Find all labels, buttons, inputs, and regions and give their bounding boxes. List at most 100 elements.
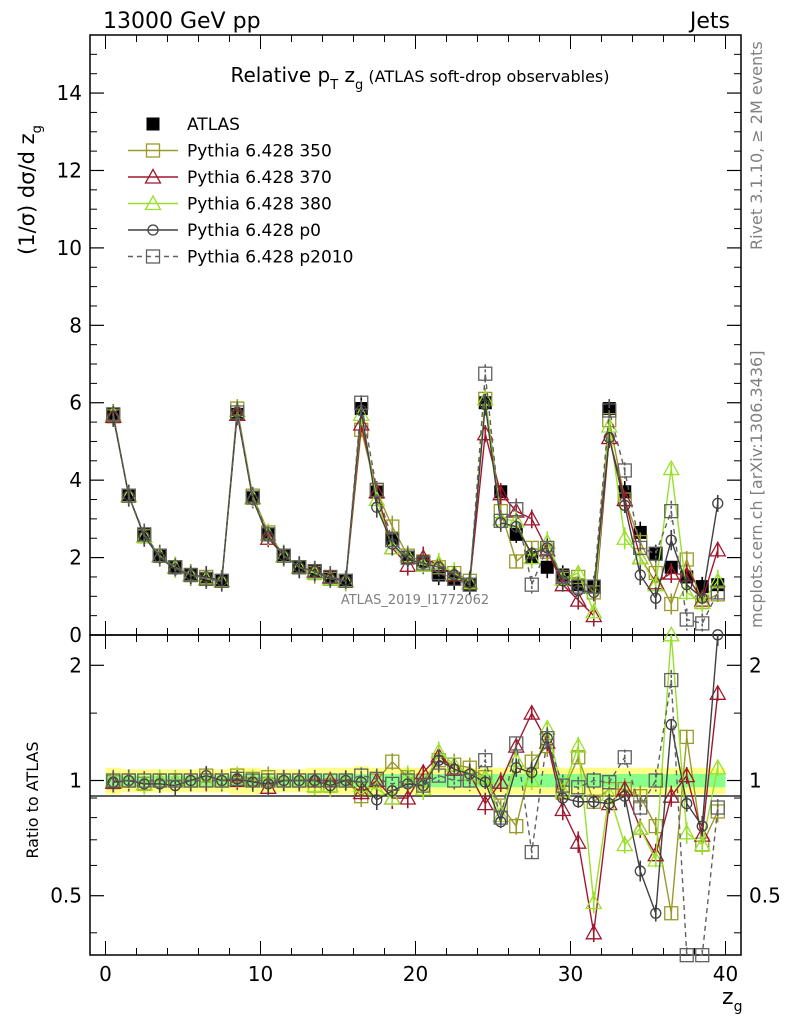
main-axes: 0 2 4 6 8 10 12 14 bbox=[57, 34, 741, 647]
data-point bbox=[588, 796, 600, 808]
legend-marker bbox=[145, 249, 161, 264]
data-point bbox=[214, 573, 229, 588]
data-point bbox=[307, 773, 322, 788]
mcplots-text: mcplots.cern.ch [arXiv:1306.3436] bbox=[747, 351, 766, 628]
data-point bbox=[619, 499, 631, 511]
legend-label: ATLAS bbox=[187, 115, 240, 135]
data-point bbox=[509, 502, 524, 517]
data-point bbox=[385, 533, 400, 548]
data-point bbox=[710, 800, 725, 815]
ratio-y-tick-label: 1 bbox=[69, 769, 82, 793]
ratio-y-tick-label-right: 1 bbox=[749, 769, 762, 793]
data-point bbox=[540, 731, 555, 746]
main-y-tick-label: 0 bbox=[69, 623, 82, 647]
rivet-version-text: Rivet 3.1.10, ≥ 2M events bbox=[747, 41, 766, 250]
data-point bbox=[634, 569, 646, 581]
ratio-x-tick-label: 30 bbox=[558, 962, 583, 986]
data-point bbox=[352, 415, 370, 431]
data-point bbox=[338, 573, 353, 588]
data-point bbox=[106, 773, 121, 788]
data-point bbox=[402, 778, 414, 790]
data-point bbox=[168, 560, 183, 575]
data-point bbox=[323, 773, 338, 788]
data-point bbox=[709, 684, 727, 700]
data-point bbox=[665, 534, 677, 546]
data-point bbox=[602, 403, 617, 418]
data-point bbox=[493, 810, 508, 825]
data-point bbox=[399, 789, 417, 805]
legend-label: Pythia 6.428 p0 bbox=[187, 221, 321, 241]
data-point bbox=[168, 773, 183, 788]
data-point bbox=[478, 753, 493, 768]
legend-entry: Pythia 6.428 p2010 bbox=[128, 248, 353, 268]
main-series-group bbox=[104, 364, 727, 634]
data-point bbox=[462, 577, 477, 592]
data-point bbox=[199, 773, 214, 788]
data-point bbox=[216, 575, 228, 587]
data-point bbox=[523, 704, 541, 720]
data-point bbox=[631, 819, 649, 835]
legend: ATLAS Pythia 6.428 350 Pythia 6.428 370 Pyt… bbox=[128, 115, 353, 268]
ratio-series-group bbox=[104, 625, 727, 963]
data-point bbox=[665, 718, 677, 731]
data-point bbox=[571, 579, 586, 594]
data-point bbox=[400, 773, 415, 788]
data-point bbox=[214, 773, 229, 788]
ratio-x-tick-label: 0 bbox=[99, 962, 112, 986]
data-point bbox=[555, 569, 570, 585]
header-left: 13000 GeV pp bbox=[103, 9, 261, 34]
data-point bbox=[400, 550, 415, 565]
series-line bbox=[112, 404, 719, 600]
data-point bbox=[664, 503, 679, 519]
data-point bbox=[369, 771, 384, 787]
series-pythia-6-428-p2010 bbox=[106, 364, 725, 634]
ratio-y-tick-label: 0.5 bbox=[50, 884, 82, 908]
data-point bbox=[416, 778, 431, 793]
data-point bbox=[678, 766, 696, 783]
ratio-band-green bbox=[446, 773, 462, 788]
legend-marker bbox=[144, 168, 162, 184]
data-point bbox=[306, 776, 324, 793]
data-point bbox=[523, 510, 541, 526]
data-point bbox=[385, 776, 400, 792]
data-point bbox=[509, 554, 524, 569]
ratio-x-tick-label: 40 bbox=[713, 962, 738, 986]
data-point bbox=[476, 794, 494, 811]
ratio-band-green bbox=[710, 773, 726, 788]
data-point bbox=[230, 405, 245, 420]
data-point bbox=[338, 773, 353, 788]
data-point bbox=[679, 612, 694, 627]
data-point bbox=[603, 431, 615, 444]
x-axis-label: zg bbox=[722, 985, 742, 1015]
legend-label: Pythia 6.428 380 bbox=[187, 195, 332, 215]
data-point bbox=[479, 776, 491, 788]
data-point bbox=[679, 729, 694, 745]
ratio-y-axis-label: Ratio to ATLAS bbox=[23, 741, 42, 858]
data-point bbox=[648, 773, 663, 788]
data-point bbox=[510, 520, 522, 533]
data-point bbox=[540, 560, 554, 574]
data-point bbox=[371, 794, 383, 806]
series-line bbox=[113, 634, 719, 914]
main-y-tick-label: 8 bbox=[69, 313, 82, 337]
data-point bbox=[509, 736, 524, 751]
plot-title: Relative pT zg (ATLAS soft-drop observab… bbox=[230, 63, 609, 93]
ratio-x-tick-label: 10 bbox=[248, 962, 273, 986]
data-point bbox=[585, 602, 603, 619]
data-point bbox=[572, 584, 584, 597]
data-point bbox=[154, 778, 166, 790]
data-point bbox=[123, 489, 135, 502]
legend-label: Pythia 6.428 p2010 bbox=[187, 248, 353, 268]
data-point bbox=[619, 790, 631, 802]
data-point bbox=[662, 787, 680, 803]
legend-marker bbox=[146, 117, 160, 131]
data-point bbox=[433, 754, 445, 766]
data-point bbox=[617, 750, 632, 765]
data-point bbox=[292, 560, 307, 575]
data-point bbox=[493, 513, 508, 528]
data-point bbox=[585, 606, 603, 623]
data-point bbox=[662, 564, 680, 580]
data-point bbox=[569, 833, 587, 849]
data-point bbox=[523, 771, 541, 788]
